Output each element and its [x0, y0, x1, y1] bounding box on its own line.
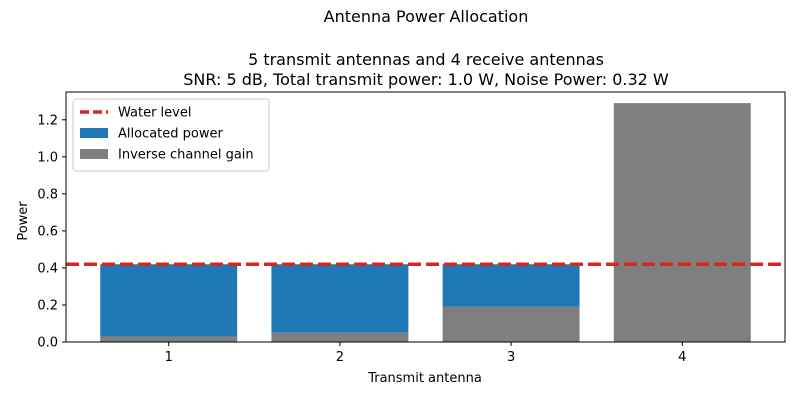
y-tick-label: 0.2: [37, 298, 58, 313]
x-tick-label: 3: [507, 350, 515, 365]
y-tick-label: 0.6: [37, 224, 58, 239]
bar-allocated-power: [271, 264, 409, 333]
legend-swatch-inverse-channel-gain: [80, 149, 108, 159]
axes-frame: [65, 91, 786, 343]
y-tick-label: 0.8: [37, 187, 58, 202]
legend: Water level Allocated power Inverse channe…: [72, 98, 270, 172]
chart-title: Antenna Power Allocation 5 transmit anten…: [183, 7, 669, 89]
bar-inverse-channel-gain: [613, 103, 751, 342]
legend-label-allocated-power: Allocated power: [118, 127, 223, 142]
x-tick-label: 2: [336, 350, 344, 365]
chart-title-line: SNR: 5 dB, Total transmit power: 1.0 W, …: [183, 70, 669, 89]
y-tick-label: 0.4: [37, 261, 58, 276]
x-axis-label: Transmit antenna: [367, 371, 482, 386]
y-tick-label: 1.2: [37, 113, 58, 128]
plot-area: [66, 103, 785, 342]
legend-swatch-allocated-power: [80, 128, 108, 138]
legend-box: [72, 98, 270, 172]
x-tick-label: 1: [165, 350, 173, 365]
legend-label-water-level: Water level: [118, 106, 191, 121]
legend-label-inverse-channel-gain: Inverse channel gain: [118, 148, 254, 163]
x-tick-label: 4: [678, 350, 686, 365]
y-tick-label: 0.0: [37, 336, 58, 351]
bar-inverse-channel-gain: [100, 336, 238, 342]
bar-inverse-channel-gain: [271, 332, 409, 342]
bar-allocated-power: [442, 264, 580, 307]
y-axis-label: Power: [16, 201, 31, 241]
bar-allocated-power: [100, 264, 238, 337]
chart-title-line: 5 transmit antennas and 4 receive antenn…: [248, 50, 604, 69]
axes: 0.0 0.2 0.4 0.6 0.8 1.0 1.2 1 2 3 4: [37, 91, 786, 365]
y-tick-label: 1.0: [37, 150, 58, 165]
bar-inverse-channel-gain: [442, 306, 580, 342]
chart-title-line: Antenna Power Allocation: [324, 7, 529, 26]
